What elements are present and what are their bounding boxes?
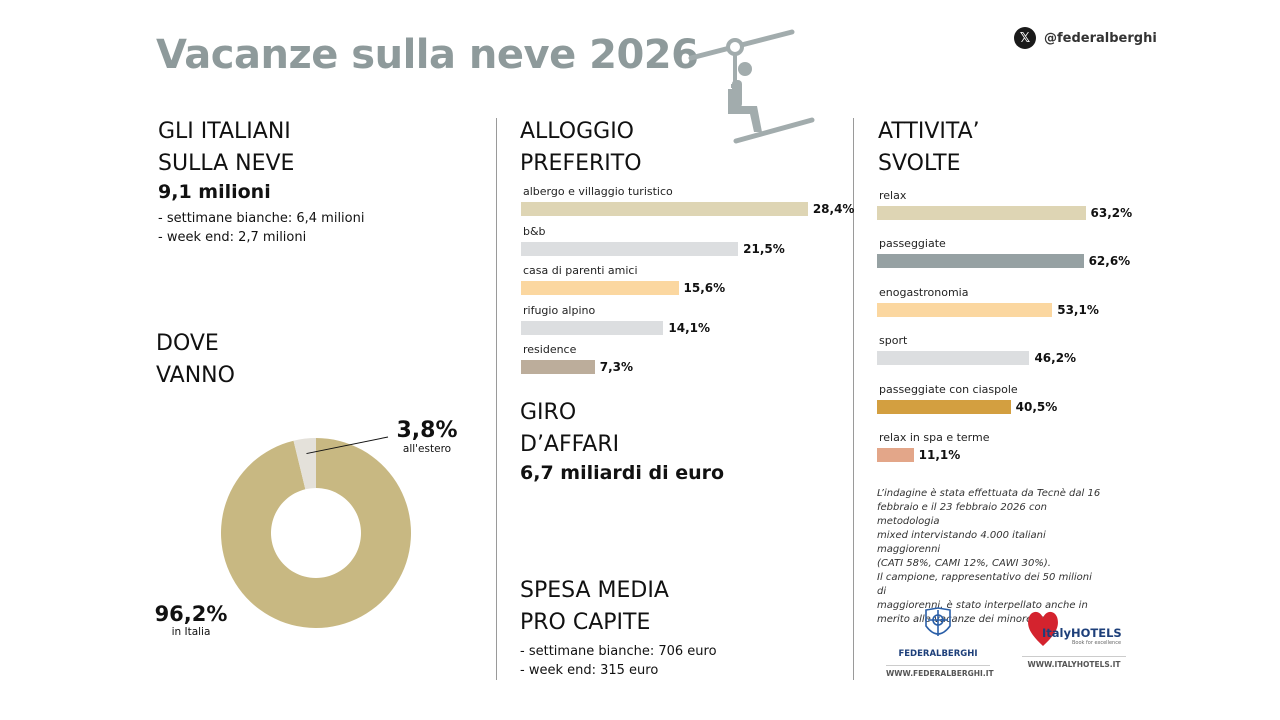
page-title: Vacanze sulla neve 2026 — [156, 32, 699, 78]
alloggio-bar — [521, 281, 679, 295]
alloggio-bar-value: 21,5% — [743, 241, 785, 256]
alloggio-bar — [521, 241, 739, 256]
alloggio-bar-value: 28,4% — [812, 202, 855, 216]
italiani-line2: - week end: 2,7 milioni — [158, 230, 307, 245]
giro-heading-line1: GIRO — [520, 400, 577, 425]
attivita-bar-value: 62,6% — [1088, 254, 1131, 269]
attivita-bar-label: relax — [879, 189, 907, 202]
spesa-heading-line2: PRO CAPITE — [520, 610, 651, 635]
attivita-bar — [877, 448, 914, 462]
federalberghi-name: FEDERALBERGHI — [898, 649, 978, 659]
note-line-7: merito alle vacanze dei minorenni. — [877, 614, 1051, 625]
note-line-2: febbraio e il 23 febbraio 2026 con metod… — [877, 502, 1047, 527]
attivita-bar — [877, 399, 1011, 414]
alloggio-heading-line1: ALLOGGIO — [520, 119, 634, 144]
pie-label-estero-value: 3,8% — [396, 418, 458, 443]
italyhotels-logo[interactable]: ItalyHOTELS Book for excellence WWW.ITAL… — [1022, 606, 1126, 669]
attivita-bar — [877, 302, 1053, 317]
giro-value: 6,7 miliardi di euro — [520, 462, 725, 484]
alloggio-bar — [521, 360, 595, 374]
pie-leader-line — [306, 436, 389, 455]
federalberghi-url: WWW.FEDERALBERGHI.IT — [886, 665, 994, 678]
alloggio-bar-label: b&b — [523, 224, 546, 238]
dove-section: DOVE VANNO — [156, 328, 235, 392]
ski-lift-icon — [688, 29, 815, 144]
methodology-note: L’indagine è stata effettuata da Tecnè d… — [877, 487, 1102, 627]
spesa-section: SPESA MEDIA PRO CAPITE - settimane bianc… — [520, 575, 717, 680]
alloggio-bar-label: residence — [523, 343, 577, 356]
attivita-bar-value: 46,2% — [1034, 351, 1077, 366]
dove-donut-chart — [221, 436, 411, 628]
attivita-bar-label: passeggiate — [879, 237, 946, 251]
x-logo-icon: 𝕏 — [1014, 27, 1036, 49]
attivita-bar — [877, 206, 1086, 220]
pie-label-italia-name: in Italia — [171, 626, 211, 638]
pie-slice-estero — [293, 438, 316, 490]
attivita-bar-label: sport — [879, 334, 908, 348]
italiani-section: GLI ITALIANI SULLA NEVE 9,1 milioni - se… — [158, 116, 364, 247]
italiani-heading-line1: GLI ITALIANI — [158, 119, 291, 144]
attivita-bar — [877, 351, 1030, 366]
note-line-3: mixed intervistando 4.000 italiani maggi… — [877, 530, 1046, 555]
note-line-5: Il campione, rappresentativo dei 50 mili… — [877, 572, 1092, 597]
italiani-heading-line2: SULLA NEVE — [158, 151, 295, 176]
alloggio-bar-label: albergo e villaggio turistico — [523, 185, 673, 198]
alloggio-bar-label: casa di parenti amici — [523, 264, 638, 277]
attivita-bar — [877, 254, 1084, 269]
italyhotels-name: ItalyHOTELS — [1042, 626, 1122, 640]
attivita-bar-value: 40,5% — [1015, 399, 1058, 414]
alloggio-bar — [521, 202, 808, 216]
pie-label-estero-name: all'estero — [402, 443, 452, 455]
alloggio-heading-line2: PREFERITO — [520, 151, 642, 176]
giro-heading-line2: D’AFFARI — [520, 432, 620, 457]
attivita-heading-line2: SVOLTE — [878, 151, 961, 176]
spesa-line2: - week end: 315 euro — [520, 663, 659, 678]
attivita-heading-line1: ATTIVITA’ — [878, 119, 980, 144]
alloggio-section: ALLOGGIO PREFERITO — [520, 116, 642, 180]
spesa-line1: - settimane bianche: 706 euro — [520, 644, 717, 659]
italyhotels-url: WWW.ITALYHOTELS.IT — [1022, 656, 1126, 669]
social-handle[interactable]: 𝕏 @federalberghi — [1014, 27, 1157, 49]
note-line-1: L’indagine è stata effettuata da Tecnè d… — [877, 488, 1101, 499]
heart-icon — [1028, 611, 1058, 646]
note-line-6: maggiorenni, è stato interpellato anche … — [877, 600, 1088, 611]
x-handle-text: @federalberghi — [1044, 30, 1157, 46]
federalberghi-emblem-icon — [925, 607, 951, 636]
dove-heading-line2: VANNO — [156, 363, 235, 388]
note-line-4: (CATI 58%, CAMI 12%, CAWI 30%). — [877, 558, 1051, 569]
dove-heading-line1: DOVE — [156, 331, 219, 356]
attivita-bar-value: 11,1% — [918, 448, 961, 462]
italiani-total: 9,1 milioni — [158, 181, 271, 203]
spesa-heading-line1: SPESA MEDIA — [520, 578, 669, 603]
giro-section: GIRO D’AFFARI 6,7 miliardi di euro — [520, 397, 724, 484]
alloggio-bar-label: rifugio alpino — [523, 303, 596, 317]
attivita-bar-label: relax in spa e terme — [879, 431, 990, 444]
attivita-bar-label: enogastronomia — [879, 285, 969, 299]
italia-label-group: 96,2% in Italia — [152, 602, 230, 638]
alloggio-bar-value: 14,1% — [668, 320, 711, 335]
attivita-bar-label: passeggiate con ciaspole — [879, 382, 1018, 396]
alloggio-bar — [521, 320, 664, 335]
italiani-line1: - settimane bianche: 6,4 milioni — [158, 211, 365, 226]
pie-slice-italia — [221, 438, 411, 628]
column-divider-left — [496, 118, 497, 680]
attivita-bar-value: 53,1% — [1057, 302, 1099, 317]
pie-label-italia-value: 96,2% — [154, 602, 228, 626]
federalberghi-logo[interactable]: FEDERALBERGHI WWW.FEDERALBERGHI.IT — [886, 606, 994, 678]
italyhotels-tagline: Book for excellence — [1072, 640, 1122, 646]
column-divider-right — [853, 118, 854, 680]
attivita-section: ATTIVITA’ SVOLTE — [878, 116, 980, 180]
alloggio-bar-value: 15,6% — [683, 281, 726, 295]
attivita-bar-value: 63,2% — [1090, 206, 1133, 220]
alloggio-bar-value: 7,3% — [599, 360, 633, 374]
estero-label-group: 3,8% all'estero — [392, 418, 462, 455]
